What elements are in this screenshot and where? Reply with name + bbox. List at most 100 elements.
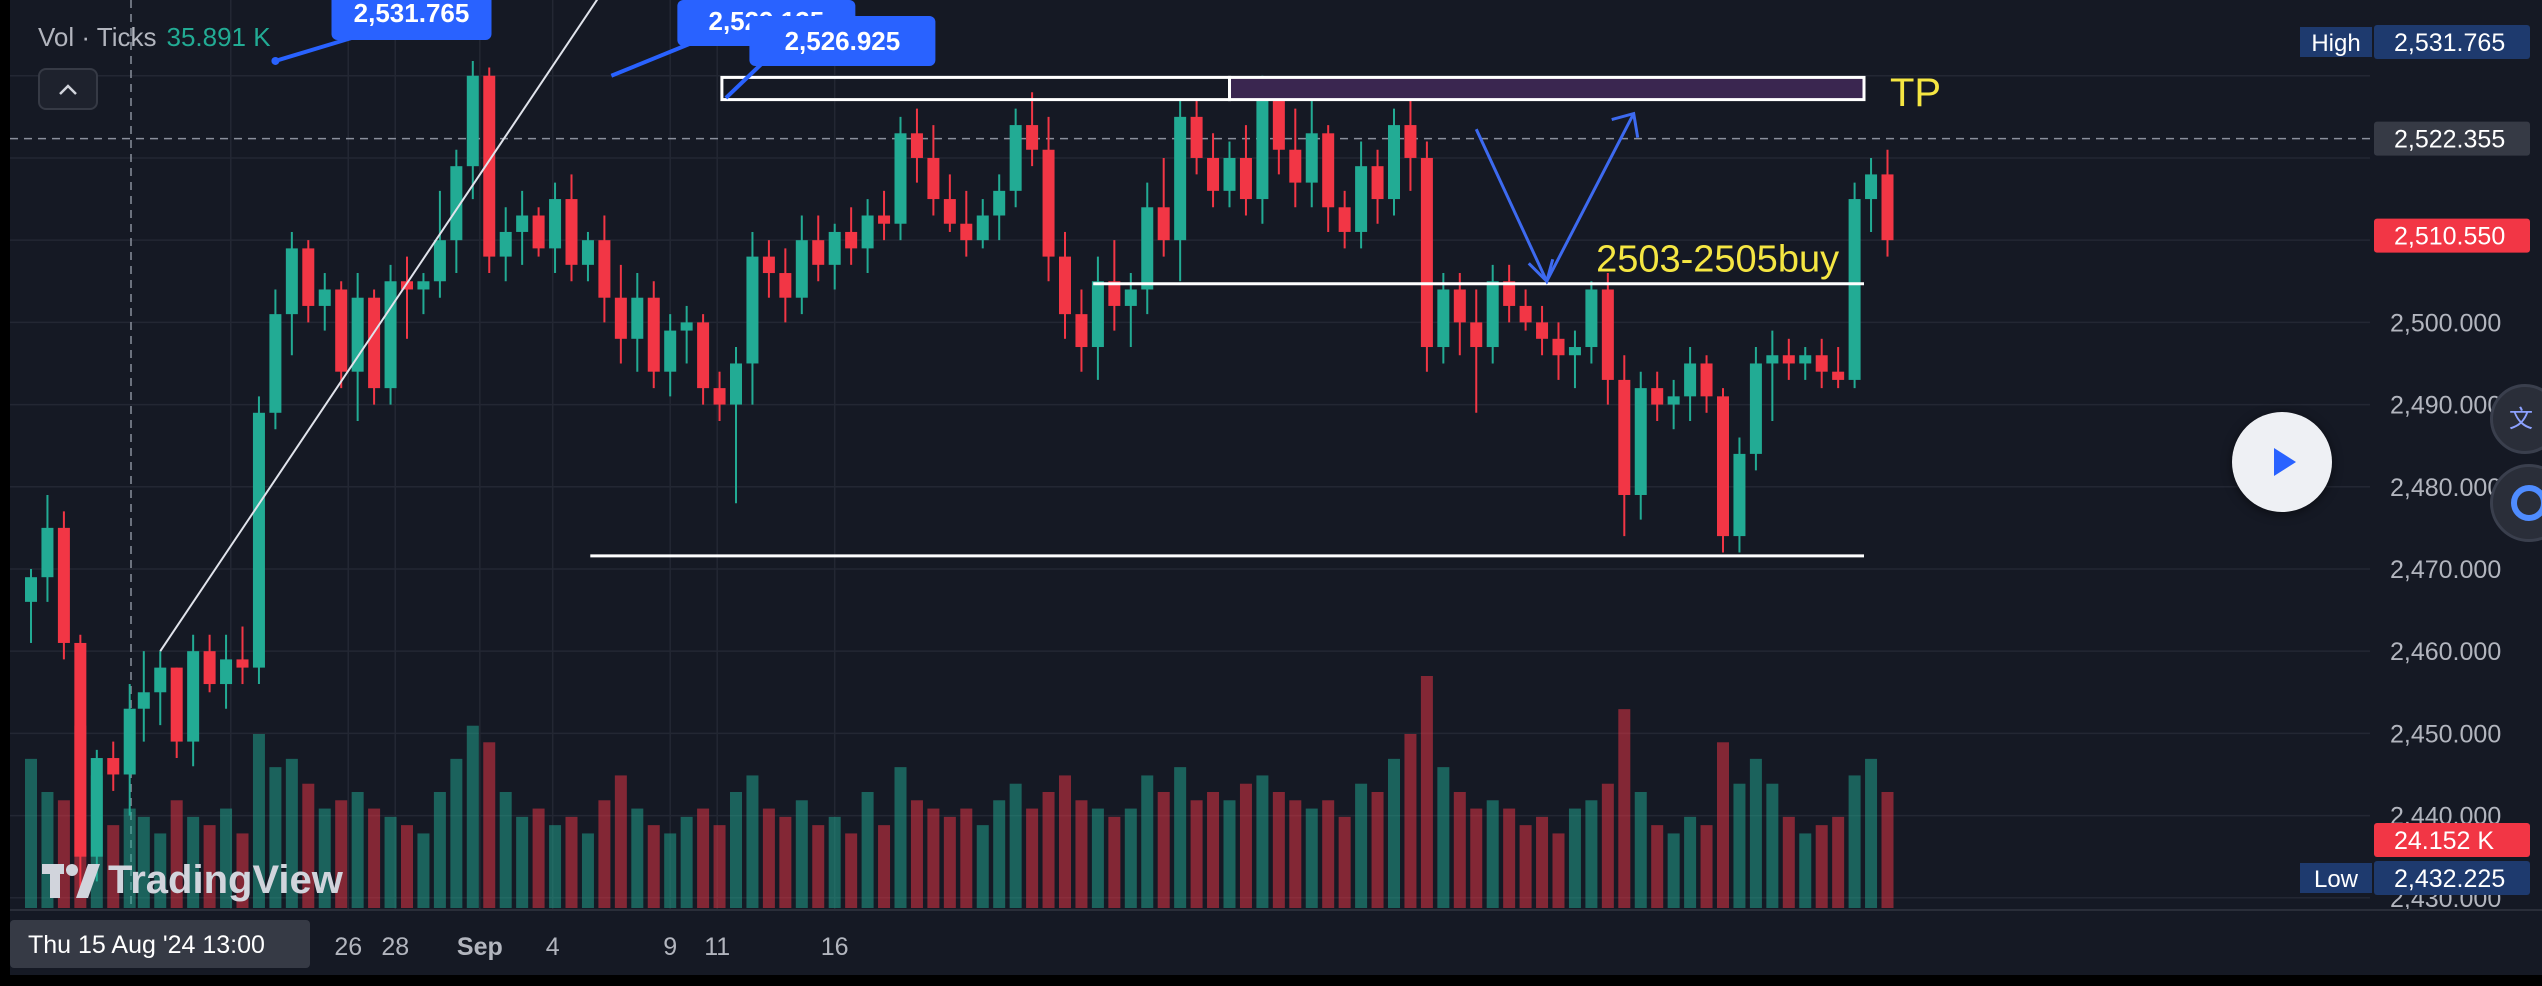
candle-body[interactable] xyxy=(1815,355,1828,372)
candle-body[interactable] xyxy=(1322,133,1335,208)
candle-body[interactable] xyxy=(1223,157,1236,191)
candle-body[interactable] xyxy=(1470,322,1483,348)
candle-body[interactable] xyxy=(1059,256,1071,315)
candle-body[interactable] xyxy=(1536,322,1549,339)
callout-high-box[interactable] xyxy=(331,0,492,40)
candle-body[interactable] xyxy=(1289,149,1302,183)
candle-body[interactable] xyxy=(1700,363,1713,397)
candle-body[interactable] xyxy=(433,240,446,282)
candle-body[interactable] xyxy=(384,281,397,389)
candle-body[interactable] xyxy=(466,75,479,167)
candle-body[interactable] xyxy=(368,297,381,389)
candle-body[interactable] xyxy=(549,199,562,249)
candle-body[interactable] xyxy=(335,289,348,372)
candle-body[interactable] xyxy=(1207,157,1220,191)
candle-body[interactable] xyxy=(107,758,120,775)
candle-body[interactable] xyxy=(1108,281,1121,306)
candle-body[interactable] xyxy=(187,651,200,742)
candle-body[interactable] xyxy=(252,412,265,668)
candle-body[interactable] xyxy=(1026,125,1039,150)
candle-body[interactable] xyxy=(1272,100,1285,150)
candle-body[interactable] xyxy=(581,240,594,265)
candle-body[interactable] xyxy=(960,223,973,241)
candle-body[interactable] xyxy=(1799,355,1812,364)
candle-body[interactable] xyxy=(1667,396,1680,405)
candle-body[interactable] xyxy=(417,281,430,290)
candle-body[interactable] xyxy=(1585,289,1598,348)
candle-body[interactable] xyxy=(302,248,315,306)
candle-body[interactable] xyxy=(565,199,578,265)
candle-body[interactable] xyxy=(1749,363,1762,454)
candle-body[interactable] xyxy=(90,758,103,857)
resistance-line[interactable] xyxy=(720,75,1232,102)
candle-body[interactable] xyxy=(1042,149,1055,257)
candle-body[interactable] xyxy=(697,322,710,389)
candle-body[interactable] xyxy=(1684,363,1697,397)
candle-body[interactable] xyxy=(910,133,923,158)
candle-body[interactable] xyxy=(1239,157,1252,200)
candle-body[interactable] xyxy=(631,297,644,339)
candle-body[interactable] xyxy=(664,330,677,372)
candle-body[interactable] xyxy=(779,273,792,298)
candle-body[interactable] xyxy=(285,248,298,315)
candle-body[interactable] xyxy=(1486,281,1499,348)
candle-body[interactable] xyxy=(878,215,891,224)
candle-body[interactable] xyxy=(1355,166,1368,232)
candle-body[interactable] xyxy=(795,240,808,298)
candle-body[interactable] xyxy=(1503,281,1516,306)
candle-body[interactable] xyxy=(236,659,249,668)
collapse-indicator-button[interactable] xyxy=(38,68,98,110)
candle-body[interactable] xyxy=(1519,305,1532,323)
candle-body[interactable] xyxy=(1305,133,1318,183)
candle-body[interactable] xyxy=(1404,125,1417,158)
candle-body[interactable] xyxy=(976,215,989,241)
candle-body[interactable] xyxy=(894,133,907,224)
candle-body[interactable] xyxy=(450,166,463,241)
candle-body[interactable] xyxy=(1453,289,1466,323)
candle-body[interactable] xyxy=(647,297,660,372)
candle-body[interactable] xyxy=(1190,116,1203,158)
candle-body[interactable] xyxy=(1091,281,1104,348)
candle-body[interactable] xyxy=(861,215,874,249)
candle-body[interactable] xyxy=(762,256,775,274)
candle-body[interactable] xyxy=(1371,166,1384,200)
candle-body[interactable] xyxy=(74,642,87,857)
candle-body[interactable] xyxy=(220,659,233,685)
candle-body[interactable] xyxy=(943,199,956,224)
candle-body[interactable] xyxy=(1848,199,1861,380)
candle-body[interactable] xyxy=(1733,453,1746,537)
candle-body[interactable] xyxy=(1881,174,1894,241)
candle-body[interactable] xyxy=(1174,116,1187,241)
candle-body[interactable] xyxy=(845,231,858,249)
candle-body[interactable] xyxy=(1075,314,1088,348)
trend-line[interactable] xyxy=(159,0,607,652)
candle-body[interactable] xyxy=(1552,338,1565,356)
candle-body[interactable] xyxy=(1256,100,1269,200)
candle-body[interactable] xyxy=(746,256,759,364)
candle-body[interactable] xyxy=(1124,289,1137,306)
candle-body[interactable] xyxy=(598,240,611,298)
candle-body[interactable] xyxy=(269,314,282,413)
candle-body[interactable] xyxy=(1601,289,1614,380)
candle-body[interactable] xyxy=(351,297,364,372)
candle-body[interactable] xyxy=(730,363,742,405)
candle-body[interactable] xyxy=(516,215,529,232)
candle-body[interactable] xyxy=(1420,157,1433,348)
candle-body[interactable] xyxy=(1141,207,1154,290)
candle-body[interactable] xyxy=(41,527,54,578)
candle-body[interactable] xyxy=(1865,174,1878,200)
candle-body[interactable] xyxy=(828,231,841,265)
candle-body[interactable] xyxy=(203,651,216,685)
chart-panel[interactable]: TP2503-2505buy2,531.7652,529.1352,526.92… xyxy=(10,0,2542,975)
candle-body[interactable] xyxy=(1157,207,1170,241)
candle-body[interactable] xyxy=(1782,355,1795,364)
candle-body[interactable] xyxy=(1634,388,1647,495)
candlestick-chart[interactable]: TP2503-2505buy2,531.7652,529.1352,526.92… xyxy=(10,0,2542,975)
candle-body[interactable] xyxy=(137,692,150,709)
candle-body[interactable] xyxy=(25,577,37,602)
candle-body[interactable] xyxy=(1437,289,1450,348)
candle-body[interactable] xyxy=(680,322,693,331)
candle-body[interactable] xyxy=(123,708,136,775)
play-replay-button[interactable] xyxy=(2232,412,2332,512)
candle-body[interactable] xyxy=(170,667,183,742)
